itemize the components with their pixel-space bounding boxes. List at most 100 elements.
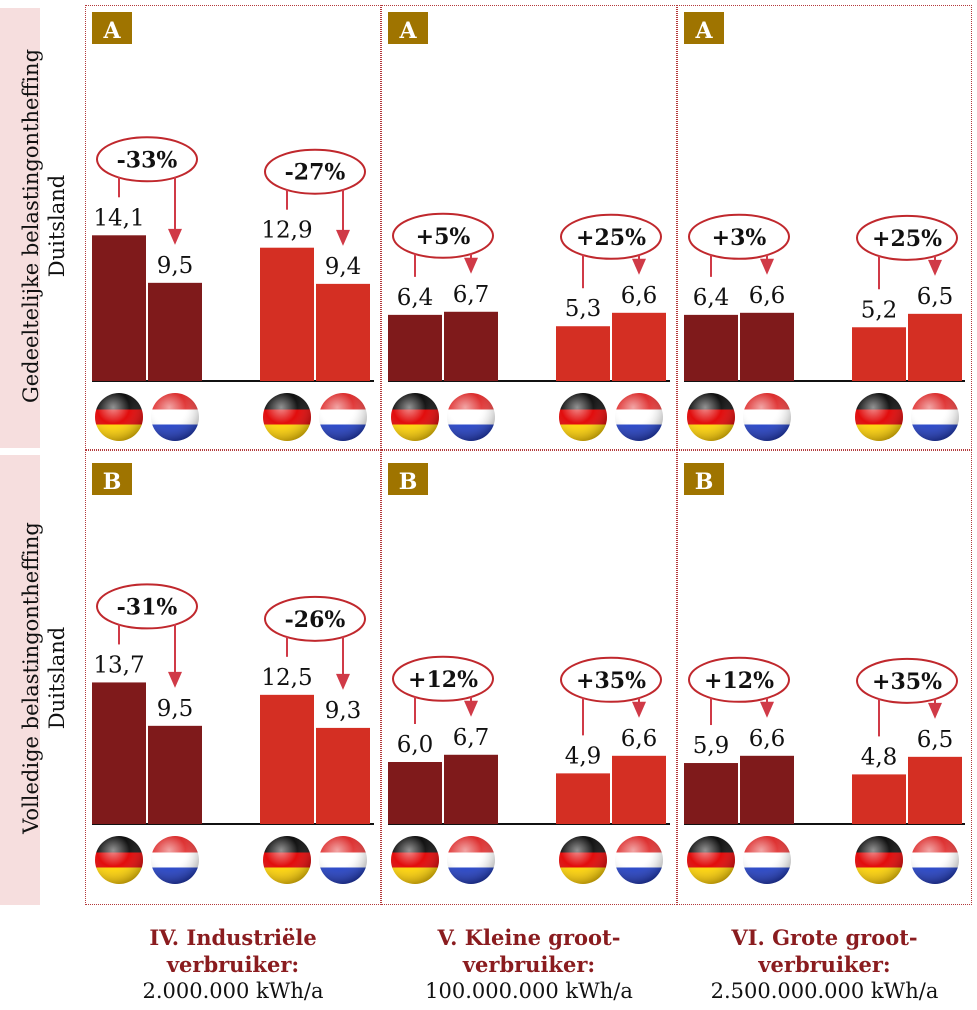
badge-label: A (694, 18, 713, 44)
value-label: 6,5 (917, 284, 954, 310)
column-footer-industrial: IV. Industriële verbruiker: 2.000.000 kW… (85, 924, 381, 1005)
netherlands-flag-icon-shading (447, 836, 495, 884)
bar-netherlands (148, 282, 202, 381)
germany-flag-icon-shading (263, 393, 311, 441)
change-arrow-head (760, 258, 774, 275)
change-label: -31% (117, 594, 178, 620)
value-label: 9,3 (325, 698, 362, 724)
change-arrow-head (168, 671, 182, 688)
bar-netherlands (612, 755, 666, 824)
chart-panel-6a: A 6,4 6,6 +3% 5,2 6,5 +25% (677, 5, 972, 450)
change-arrow-head (168, 228, 182, 245)
column-subtitle: 100.000.000 kWh/a (425, 979, 633, 1003)
column-title-line2: verbruiker: (758, 952, 891, 977)
column-subtitle: 2.500.000.000 kWh/a (710, 979, 939, 1003)
chart-panel-4b: B 13,7 9,5 -31% 12,5 9,3 -26% (85, 450, 381, 905)
change-label: +3% (712, 225, 767, 251)
change-ellipse (392, 655, 494, 702)
change-arrow-head (632, 701, 646, 718)
germany-flag-icon-shading (95, 836, 143, 884)
change-arrow-head (464, 257, 478, 274)
netherlands-flag-icon-shading (743, 836, 791, 884)
change-arrow-head (464, 700, 478, 717)
change-label: +5% (416, 224, 471, 250)
bar-germany (852, 774, 906, 824)
germany-flag-icon-shading (391, 393, 439, 441)
change-arrow-head (336, 673, 350, 690)
germany-flag-icon-shading (855, 393, 903, 441)
value-label: 6,4 (693, 285, 730, 311)
value-label: 12,5 (261, 665, 312, 691)
germany-flag-icon-shading (855, 836, 903, 884)
row-label-line2: Duitsland (45, 174, 69, 278)
bar-germany (92, 235, 146, 381)
value-label: 6,5 (917, 727, 954, 753)
germany-flag-icon-shading (559, 836, 607, 884)
change-arrow-head (928, 702, 942, 719)
netherlands-flag-icon-shading (911, 836, 959, 884)
change-ellipse (856, 657, 958, 704)
netherlands-flag-icon-shading (319, 836, 367, 884)
column-subtitle: 2.000.000 kWh/a (142, 979, 324, 1003)
value-label: 9,5 (157, 253, 194, 279)
germany-flag-icon-shading (391, 836, 439, 884)
bar-netherlands (612, 312, 666, 381)
bar-netherlands (908, 756, 962, 824)
value-label: 6,6 (621, 283, 658, 309)
change-label: +12% (408, 667, 478, 693)
change-label: -33% (117, 147, 178, 173)
change-ellipse (264, 148, 366, 195)
netherlands-flag-icon-shading (447, 393, 495, 441)
bar-netherlands (316, 283, 370, 381)
netherlands-flag-icon-shading (911, 393, 959, 441)
bar-germany (388, 762, 442, 824)
panel-chart-svg: B 5,9 6,6 +12% 4,8 6,5 +35% (684, 463, 965, 884)
change-label: +12% (704, 668, 774, 694)
bar-netherlands (740, 312, 794, 381)
change-label: -26% (285, 607, 346, 633)
badge-box (684, 463, 724, 495)
chart-panel-6b: B 5,9 6,6 +12% 4,8 6,5 +35% (677, 450, 972, 905)
bar-germany (260, 247, 314, 381)
value-label: 5,9 (693, 733, 730, 759)
column-title-line2: verbruiker: (462, 952, 596, 977)
change-ellipse (856, 214, 958, 261)
value-label: 6,6 (749, 726, 786, 752)
change-arrow-head (632, 258, 646, 275)
bar-netherlands (740, 755, 794, 824)
panel-chart-svg: A 14,1 9,5 -33% 12,9 9,4 -27% (92, 12, 374, 441)
bar-germany (260, 694, 314, 824)
change-ellipse (688, 213, 790, 260)
value-label: 4,8 (861, 744, 898, 770)
change-ellipse (688, 656, 790, 703)
value-label: 12,9 (261, 218, 312, 244)
bar-germany (556, 326, 610, 381)
panel-chart-svg: B 6,0 6,7 +12% 4,9 6,6 +35% (388, 463, 670, 884)
value-label: 5,2 (861, 297, 898, 323)
bar-netherlands (148, 725, 202, 824)
value-label: 9,5 (157, 696, 194, 722)
badge-box (684, 12, 724, 44)
value-label: 6,6 (749, 283, 786, 309)
germany-flag-icon-shading (263, 836, 311, 884)
value-label: 6,7 (453, 725, 490, 751)
value-label: 14,1 (93, 205, 144, 231)
row-label-full: Volledige belastingontheffing Duitsland (0, 452, 88, 904)
row-label-line1: Gedeeltelijke belastingontheffing (19, 48, 43, 404)
badge-box (388, 463, 428, 495)
change-ellipse (264, 595, 366, 642)
badge-label: B (103, 469, 122, 495)
change-label: +25% (576, 225, 646, 251)
germany-flag-icon-shading (559, 393, 607, 441)
column-title-line1: VI. Grote groot- (731, 925, 918, 950)
chart-panel-5a: A 6,4 6,7 +5% 5,3 6,6 +25% (381, 5, 677, 450)
change-label: +35% (576, 668, 646, 694)
netherlands-flag-icon-shading (615, 393, 663, 441)
bar-netherlands (444, 754, 498, 824)
netherlands-flag-icon-shading (151, 393, 199, 441)
netherlands-flag-icon-shading (151, 836, 199, 884)
germany-flag-icon-shading (687, 393, 735, 441)
change-ellipse (560, 213, 662, 260)
panel-chart-svg: A 6,4 6,6 +3% 5,2 6,5 +25% (684, 12, 965, 441)
